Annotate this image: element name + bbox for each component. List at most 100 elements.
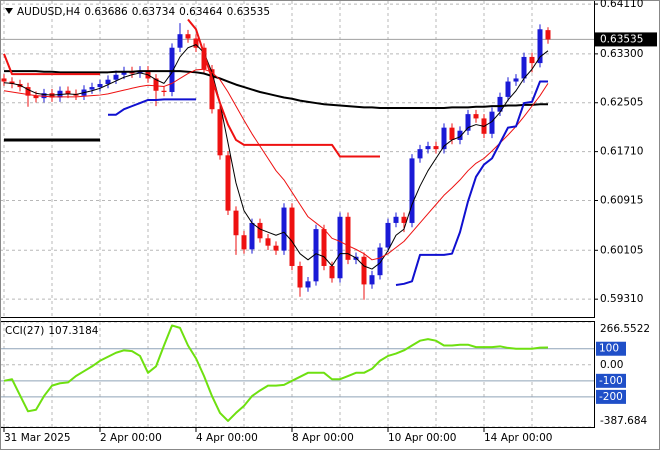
indicator-line xyxy=(108,98,196,116)
symbol-marker xyxy=(5,8,13,14)
candle-body xyxy=(297,265,303,288)
x-tick-label: 4 Apr 00:00 xyxy=(196,432,258,444)
candle-body xyxy=(409,158,415,223)
candle-body xyxy=(33,95,39,99)
candle-body xyxy=(393,216,399,223)
candle-body xyxy=(25,87,31,96)
candle-body xyxy=(65,90,71,94)
candle-body xyxy=(489,111,495,134)
high-value: 0.63734 xyxy=(132,6,176,18)
candle-body xyxy=(465,114,471,131)
candle-body xyxy=(9,81,15,84)
candle-body xyxy=(377,247,383,276)
candle-body xyxy=(289,207,295,266)
candle-body xyxy=(313,229,319,282)
indicator-line xyxy=(3,53,100,76)
candle-body xyxy=(97,83,103,88)
candle-body xyxy=(449,127,455,140)
candle-body xyxy=(361,256,367,285)
candle-body xyxy=(185,34,191,39)
candle-body xyxy=(305,281,311,288)
candle-body xyxy=(121,71,127,75)
x-tick-label: 14 Apr 00:00 xyxy=(484,432,552,444)
y-tick-label: 0.59310 xyxy=(600,293,643,305)
indicator-level-box xyxy=(596,373,626,388)
candle-body xyxy=(105,79,111,84)
candle-body xyxy=(281,207,287,251)
candle-body xyxy=(225,155,231,211)
candle-body xyxy=(497,96,503,112)
indicator-title: CCI(27) 107.3184 xyxy=(5,325,99,337)
candle-body xyxy=(329,265,335,279)
candle-body xyxy=(457,130,463,140)
candle-body xyxy=(89,87,95,90)
y-tick-label: 0.63300 xyxy=(600,48,643,60)
candle-body xyxy=(369,275,375,285)
candle-body xyxy=(345,216,351,260)
candle-body xyxy=(41,93,47,99)
indicator-level-label: -100 xyxy=(599,375,623,387)
x-tick-label: 31 Mar 2025 xyxy=(4,432,71,444)
candle-body xyxy=(545,30,551,40)
low-value: 0.63464 xyxy=(179,6,223,18)
indicator-value: 107.3184 xyxy=(48,325,98,337)
indicator-tick-label: 0.00 xyxy=(600,359,623,371)
candle-body xyxy=(537,29,543,64)
candle-body xyxy=(209,69,215,110)
candle-body xyxy=(201,47,207,70)
candle-body xyxy=(473,114,479,119)
symbol: AUDUSD,H4 xyxy=(17,6,81,18)
y-tick-label: 0.60105 xyxy=(600,244,643,256)
candle-body xyxy=(233,210,239,236)
candle-body xyxy=(505,81,511,97)
indicator-level-label: 100 xyxy=(599,343,619,355)
indicator-line xyxy=(187,18,380,158)
chart-title: AUDUSD,H4 0.63686 0.63734 0.63464 0.63535 xyxy=(17,6,270,18)
candle-body xyxy=(265,238,271,246)
x-tick-label: 2 Apr 00:00 xyxy=(100,432,162,444)
candle-body xyxy=(433,146,439,150)
candle-body xyxy=(401,216,407,223)
candle-body xyxy=(169,47,175,92)
x-tick-label: 10 Apr 00:00 xyxy=(388,432,456,444)
candle-body xyxy=(441,127,447,150)
candle-body xyxy=(321,229,327,266)
candle-body xyxy=(153,78,159,91)
indicator-tick-label: 266.5522 xyxy=(600,323,650,335)
close-value: 0.63535 xyxy=(227,6,270,18)
candle-body xyxy=(273,245,279,251)
y-tick-label: 0.62505 xyxy=(600,97,643,109)
indicator-level-label: -200 xyxy=(599,391,623,403)
indicator-line xyxy=(4,70,548,109)
y-tick-label: 0.61710 xyxy=(600,146,643,158)
indicator-name: CCI(27) xyxy=(5,325,44,337)
candle-body xyxy=(425,146,431,150)
last-price-label: 0.63535 xyxy=(600,33,643,45)
indicator-line xyxy=(3,44,549,270)
open-value: 0.63686 xyxy=(84,6,128,18)
candle-body xyxy=(513,78,519,82)
indicator-level-box xyxy=(596,341,626,356)
candle-body xyxy=(177,34,183,48)
candle-body xyxy=(257,222,263,239)
candle-body xyxy=(337,216,343,279)
candle-body xyxy=(385,222,391,248)
candle-body xyxy=(193,38,199,48)
cci-line xyxy=(3,324,549,422)
indicator-line xyxy=(395,80,548,287)
candle-body xyxy=(113,74,119,80)
last-price-box xyxy=(595,32,657,47)
candle-body xyxy=(249,222,255,250)
candle-body xyxy=(529,56,535,64)
y-tick-label: 0.64110 xyxy=(600,0,643,10)
y-tick-label: 0.60915 xyxy=(600,194,643,206)
indicator-line xyxy=(3,68,549,261)
indicator-tick-label: -387.684 xyxy=(600,415,648,427)
candle-body xyxy=(417,149,423,159)
x-tick-label: 8 Apr 00:00 xyxy=(292,432,354,444)
candle-body xyxy=(241,235,247,250)
candle-body xyxy=(1,78,7,82)
